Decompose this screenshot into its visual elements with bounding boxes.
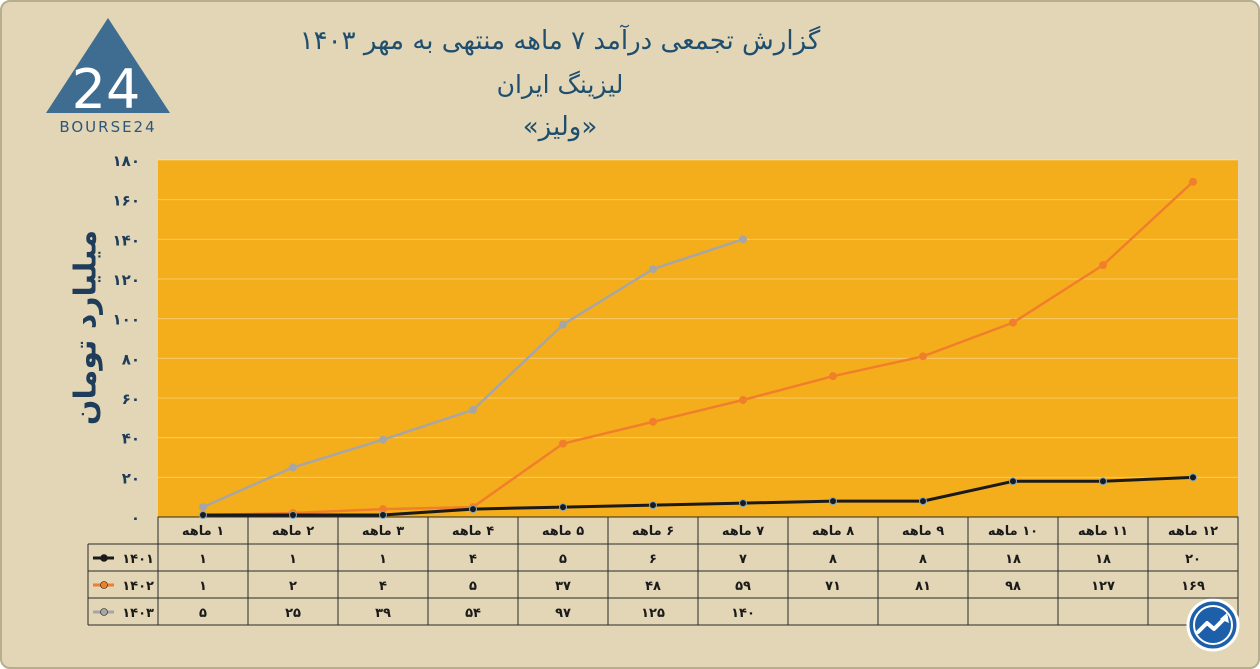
data-point xyxy=(379,435,387,444)
data-point xyxy=(1099,477,1107,486)
x-category-label: ۲ ماهه xyxy=(272,524,314,539)
data-point xyxy=(829,497,837,506)
x-category-label: ۱۱ ماهه xyxy=(1078,524,1128,539)
table-cell-value: ۴ xyxy=(379,579,387,594)
data-point xyxy=(1009,477,1017,486)
data-point xyxy=(1189,177,1197,186)
data-point xyxy=(1189,473,1197,482)
table-cell-value: ۱۸ xyxy=(1005,552,1021,567)
x-category-label: ۱۰ ماهه xyxy=(988,524,1038,539)
data-point xyxy=(919,497,927,506)
data-point xyxy=(559,320,567,329)
data-point xyxy=(289,463,297,472)
data-point xyxy=(379,511,387,520)
x-category-label: ۸ ماهه xyxy=(812,524,854,539)
table-cell-value: ۱ xyxy=(199,552,207,567)
table-cell-value: ۱ xyxy=(289,552,297,567)
table-cell-value: ۹۷ xyxy=(555,606,571,621)
x-category-label: ۵ ماهه xyxy=(542,524,584,539)
data-point xyxy=(469,505,477,514)
x-category-label: ۹ ماهه xyxy=(902,524,944,539)
trend-arrow-circle-icon[interactable] xyxy=(1186,598,1240,652)
x-category-label: ۷ ماهه xyxy=(722,524,764,539)
data-point xyxy=(1009,318,1017,327)
data-point xyxy=(739,235,747,244)
legend-key-marker xyxy=(100,608,108,616)
bourse24-logo: 24 xyxy=(46,18,170,121)
table-cell-value: ۶ xyxy=(649,552,657,567)
y-tick-label: ۱۸۰ xyxy=(113,152,140,170)
table-cell-value: ۵۴ xyxy=(465,606,481,621)
data-point xyxy=(559,503,567,512)
table-cell-value: ۵ xyxy=(199,606,207,621)
x-category-label: ۱۲ ماهه xyxy=(1168,524,1218,539)
table-cell-value: ۱۲۷ xyxy=(1091,579,1115,594)
logo-triangle xyxy=(46,18,170,113)
data-point xyxy=(289,511,297,520)
chart-symbol: «ولیز» xyxy=(522,112,598,142)
table-cell-value: ۹۸ xyxy=(1005,579,1021,594)
table-cell-value: ۵ xyxy=(559,552,567,567)
table-cell-value: ۲۰ xyxy=(1185,552,1201,567)
table-cell-value: ۵۹ xyxy=(735,579,751,594)
y-tick-label: ۰ xyxy=(131,509,140,527)
legend-key-marker xyxy=(100,581,108,589)
chart-title: گزارش تجمعی درآمد ۷ ماهه منتهی به مهر ۱۴… xyxy=(299,26,821,56)
data-point xyxy=(649,417,657,426)
data-point xyxy=(829,372,837,381)
data-point xyxy=(739,395,747,404)
table-cell-value: ۱۶۹ xyxy=(1181,579,1205,594)
table-cell-value: ۲۵ xyxy=(285,606,301,621)
chart-subtitle: لیزینگ ایران xyxy=(496,70,624,99)
table-cell-value: ۱۴۰ xyxy=(731,606,755,621)
data-point xyxy=(199,511,207,520)
data-point xyxy=(649,501,657,510)
table-cell-value: ۱۲۵ xyxy=(641,606,665,621)
y-tick-label: ۱۲۰ xyxy=(113,271,140,289)
data-point xyxy=(919,352,927,361)
table-cell-value: ۸ xyxy=(919,552,927,567)
y-tick-label: ۱۴۰ xyxy=(113,231,140,249)
legend-series-name: ۱۴۰۲ xyxy=(122,579,154,594)
table-cell-value: ۵ xyxy=(469,579,477,594)
table-cell-value: ۱۸ xyxy=(1095,552,1111,567)
table-cell-value: ۱ xyxy=(199,579,207,594)
data-point xyxy=(469,405,477,414)
series-line-۱۴۰۲ xyxy=(202,180,1194,517)
table-cell-value: ۱ xyxy=(379,552,387,567)
table-cell-value: ۷ xyxy=(739,552,747,567)
table-cell-value: ۴۸ xyxy=(645,579,661,594)
table-cell-value: ۸۱ xyxy=(915,579,931,594)
legend-key-marker xyxy=(100,554,108,562)
data-point xyxy=(649,265,657,274)
data-point xyxy=(1099,261,1107,270)
x-category-label: ۶ ماهه xyxy=(632,524,674,539)
logo-text: BOURSE24 xyxy=(59,118,157,136)
y-tick-label: ۱۶۰ xyxy=(113,192,140,210)
y-tick-label: ۶۰ xyxy=(122,390,140,408)
table-cell-value: ۲ xyxy=(289,579,297,594)
table-cell-value: ۳۷ xyxy=(555,579,571,594)
series-line-۱۴۰۱ xyxy=(203,475,1194,517)
legend-series-name: ۱۴۰۱ xyxy=(122,552,154,567)
x-category-label: ۱ ماهه xyxy=(182,524,224,539)
x-category-label: ۴ ماهه xyxy=(452,524,494,539)
table-cell-value: ۴ xyxy=(469,552,477,567)
data-point xyxy=(739,499,747,508)
logo-numeral: 24 xyxy=(72,58,141,121)
table-cell-value: ۸ xyxy=(829,552,837,567)
legend-series-name: ۱۴۰۳ xyxy=(122,606,154,621)
y-tick-label: ۱۰۰ xyxy=(113,311,140,329)
plot-area xyxy=(158,160,1238,517)
x-category-label: ۳ ماهه xyxy=(362,524,404,539)
y-tick-label: ۸۰ xyxy=(122,350,140,368)
y-tick-label: ۲۰ xyxy=(122,469,140,487)
table-cell-value: ۷۱ xyxy=(825,579,841,594)
y-tick-label: ۴۰ xyxy=(122,430,140,448)
data-point xyxy=(199,503,207,512)
data-point xyxy=(559,439,567,448)
table-cell-value: ۳۹ xyxy=(375,606,391,621)
